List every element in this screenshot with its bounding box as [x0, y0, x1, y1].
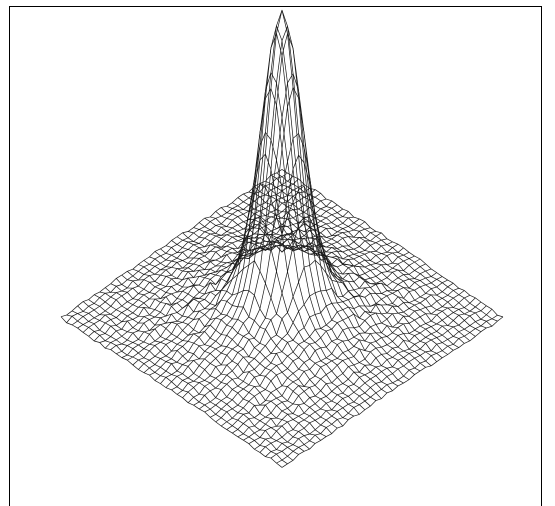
mesh-column-30 — [115, 278, 338, 429]
frame-edge-left — [9, 494, 10, 506]
mesh-row-11 — [121, 208, 343, 358]
mesh-column-1 — [276, 172, 498, 322]
mesh-column-11 — [220, 207, 443, 359]
mesh-column-25 — [143, 260, 366, 410]
mesh-column-10 — [226, 205, 448, 355]
mesh-column-4 — [259, 183, 482, 333]
mesh-row-8 — [104, 198, 327, 349]
mesh-row-20 — [171, 9, 393, 391]
mesh-column-0 — [281, 169, 504, 318]
mesh-column-5 — [254, 186, 476, 337]
mesh-column-15 — [198, 222, 421, 372]
mesh-row-29 — [221, 276, 443, 427]
mesh-row-12 — [127, 211, 349, 361]
mesh-column-21 — [165, 33, 388, 394]
mesh-column-22 — [160, 88, 382, 399]
mesh-row-25 — [198, 258, 421, 410]
mesh-column-19 — [176, 25, 399, 387]
mesh-row-3 — [77, 178, 299, 329]
mesh-row-37 — [265, 305, 487, 457]
mesh-column-7 — [243, 193, 465, 344]
mesh-column-9 — [232, 202, 454, 351]
mesh-column-14 — [204, 217, 426, 368]
plot-frame — [9, 6, 542, 495]
mesh-column-28 — [127, 271, 349, 421]
mesh-column-39 — [66, 314, 288, 465]
mesh-column-23 — [154, 153, 377, 401]
mesh-row-18 — [160, 72, 382, 384]
mesh-column-26 — [138, 264, 360, 415]
mesh-column-37 — [77, 305, 299, 455]
mesh-column-38 — [71, 310, 294, 461]
mesh-column-32 — [104, 287, 327, 437]
mesh-row-0 — [60, 169, 283, 318]
mesh-row-19 — [165, 25, 388, 388]
mesh-column-3 — [265, 180, 487, 329]
mesh-column-33 — [99, 291, 321, 441]
mesh-column-35 — [88, 299, 310, 450]
mesh-column-36 — [82, 301, 305, 452]
mesh-row-26 — [204, 263, 426, 413]
mesh-column-20 — [171, 9, 393, 392]
mesh-column-17 — [187, 133, 410, 380]
mesh-column-31 — [110, 283, 332, 434]
mesh-column-24 — [149, 217, 371, 407]
mesh-column-16 — [193, 185, 415, 375]
frame-edge-right — [541, 494, 542, 506]
mesh-column-34 — [93, 294, 316, 444]
mesh-row-10 — [116, 204, 338, 355]
mesh-row-24 — [193, 216, 415, 406]
mesh-row-2 — [71, 176, 294, 326]
mesh-column-6 — [248, 191, 471, 342]
mesh-row-17 — [154, 132, 377, 381]
mesh-column-29 — [121, 274, 344, 427]
mesh-columns — [60, 9, 504, 468]
mesh-rows — [60, 9, 504, 468]
mesh-column-27 — [132, 268, 354, 417]
mesh-row-22 — [182, 87, 404, 398]
mesh-column-8 — [237, 197, 459, 348]
mesh-column-18 — [182, 73, 404, 384]
mesh-column-40 — [60, 316, 283, 468]
mesh-row-40 — [281, 316, 504, 468]
